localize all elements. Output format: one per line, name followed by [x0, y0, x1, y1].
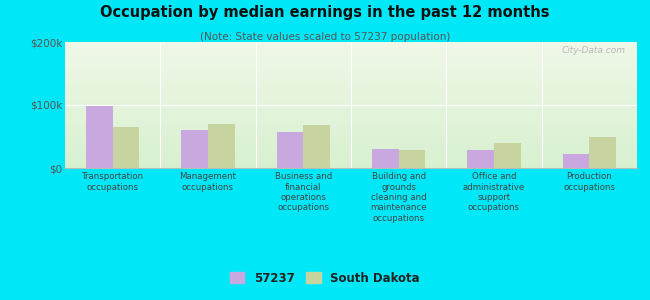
Bar: [208, 124, 235, 168]
Bar: [563, 154, 590, 168]
Bar: [494, 143, 521, 168]
Bar: [372, 149, 398, 168]
Bar: [398, 150, 425, 168]
Legend: 57237, South Dakota: 57237, South Dakota: [227, 268, 423, 288]
Bar: [304, 125, 330, 168]
Bar: [277, 132, 304, 168]
Bar: [590, 136, 616, 168]
Bar: [112, 127, 139, 168]
Bar: [86, 106, 112, 168]
Text: Occupation by median earnings in the past 12 months: Occupation by median earnings in the pas…: [100, 4, 550, 20]
Bar: [467, 150, 494, 168]
Text: City-Data.com: City-Data.com: [562, 46, 625, 55]
Text: (Note: State values scaled to 57237 population): (Note: State values scaled to 57237 popu…: [200, 32, 450, 41]
Bar: [181, 130, 208, 168]
